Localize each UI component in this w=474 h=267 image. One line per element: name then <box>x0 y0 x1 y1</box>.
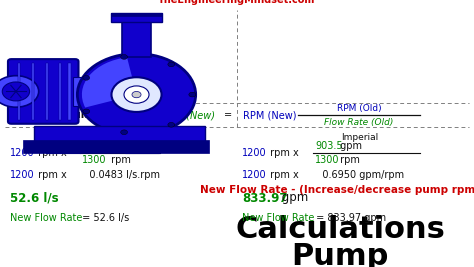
Bar <box>59 63 62 120</box>
Text: rpm x: rpm x <box>267 170 299 180</box>
Circle shape <box>0 76 39 107</box>
Bar <box>68 63 71 120</box>
Text: 1200: 1200 <box>10 148 35 158</box>
Bar <box>122 17 151 57</box>
Circle shape <box>121 54 128 59</box>
Bar <box>125 129 159 153</box>
Circle shape <box>83 76 90 80</box>
Text: Formula:: Formula: <box>46 110 95 120</box>
Bar <box>23 140 210 153</box>
Circle shape <box>189 92 196 97</box>
Circle shape <box>83 109 90 114</box>
Text: = 833.97 gpm: = 833.97 gpm <box>313 213 386 223</box>
Circle shape <box>121 130 128 135</box>
Text: New Flow Rate: New Flow Rate <box>10 213 82 223</box>
Text: Calculations: Calculations <box>235 215 445 244</box>
Text: TheEngineeringMindset.com: TheEngineeringMindset.com <box>158 0 316 5</box>
Bar <box>46 129 80 153</box>
FancyBboxPatch shape <box>8 59 79 124</box>
Text: New Flow Rate: New Flow Rate <box>242 213 314 223</box>
Text: rpm: rpm <box>337 155 360 165</box>
Bar <box>34 126 205 142</box>
Circle shape <box>77 54 196 136</box>
Bar <box>18 63 20 120</box>
Circle shape <box>111 77 162 112</box>
Text: 0.6950 gpm/rpm: 0.6950 gpm/rpm <box>313 170 404 180</box>
Bar <box>46 63 48 120</box>
Text: rpm x: rpm x <box>35 170 67 180</box>
Text: rpm x: rpm x <box>35 148 67 158</box>
Circle shape <box>168 123 175 127</box>
Bar <box>111 13 162 16</box>
Wedge shape <box>82 57 137 108</box>
Text: Flow Rate (Old): Flow Rate (Old) <box>324 117 394 127</box>
Circle shape <box>132 91 141 98</box>
Text: 833.97: 833.97 <box>242 191 288 205</box>
Text: 1300: 1300 <box>315 155 339 165</box>
Text: Pump: Pump <box>292 242 389 267</box>
Text: 1300: 1300 <box>82 155 107 165</box>
Text: 52.6 l/s: 52.6 l/s <box>10 191 59 205</box>
Bar <box>111 13 162 22</box>
Text: gpm: gpm <box>337 141 362 151</box>
Text: =: = <box>224 110 232 120</box>
Text: 1200: 1200 <box>10 170 35 180</box>
Text: 903.5: 903.5 <box>315 141 343 151</box>
Text: Imperial: Imperial <box>341 132 379 142</box>
Bar <box>73 77 86 106</box>
Text: 1200: 1200 <box>242 170 266 180</box>
Text: 57 l/s: 57 l/s <box>82 141 109 151</box>
Text: 0.0483 l/s.rpm: 0.0483 l/s.rpm <box>80 170 160 180</box>
Text: Flow Rate (New): Flow Rate (New) <box>135 110 215 120</box>
Text: gpm: gpm <box>278 191 308 205</box>
Circle shape <box>124 86 149 103</box>
Text: 1200: 1200 <box>242 148 266 158</box>
Text: RPM (Old): RPM (Old) <box>337 104 381 112</box>
Circle shape <box>2 82 29 101</box>
Text: RPM (New): RPM (New) <box>243 110 297 120</box>
Bar <box>32 63 34 120</box>
Text: New Flow Rate - (Increase/decrease pump rpm): New Flow Rate - (Increase/decrease pump … <box>200 185 474 195</box>
Text: rpm: rpm <box>108 155 131 165</box>
Circle shape <box>168 62 175 67</box>
Text: rpm x: rpm x <box>267 148 299 158</box>
Text: = 52.6 l/s: = 52.6 l/s <box>79 213 129 223</box>
Text: Metric: Metric <box>111 132 139 142</box>
